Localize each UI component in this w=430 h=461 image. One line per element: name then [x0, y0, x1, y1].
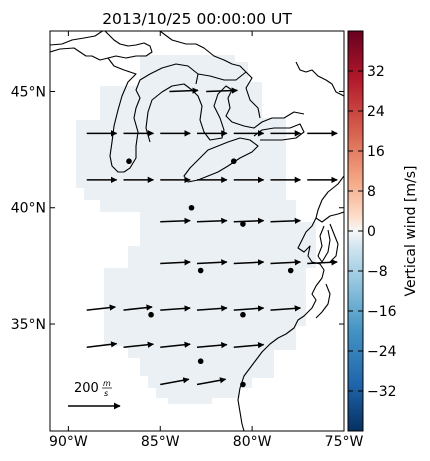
wind-vector-arrow — [233, 217, 265, 225]
lon-tick-label: 90°W — [49, 434, 88, 450]
scale-arrow-unit-num: m — [103, 379, 111, 388]
colorbar-tick-label: −32 — [367, 384, 397, 400]
northeast-coast — [315, 175, 344, 223]
station-dot — [197, 358, 204, 365]
colorbar-tick-label: 0 — [367, 224, 376, 240]
scale-arrow-value: 200 — [74, 381, 99, 396]
wind-vector-arrow — [196, 377, 227, 386]
station-markers — [126, 158, 294, 388]
station-dot — [197, 267, 204, 274]
lat-tick-label: 40°N — [11, 201, 46, 217]
station-dot — [188, 204, 195, 211]
wind-vectors — [86, 87, 338, 386]
delmarva — [329, 223, 339, 263]
wind-vector-arrow — [160, 341, 191, 349]
longitude-axis: 90°W 85°W 80°W 75°W — [49, 31, 363, 450]
wind-vector-arrow — [307, 259, 338, 266]
new-england-coast — [295, 61, 344, 97]
wind-vector-arrow — [123, 304, 153, 311]
station-dot — [230, 158, 237, 165]
lake-huron-shore — [145, 83, 305, 143]
map-title: 2013/10/25 00:00:00 UT — [102, 10, 292, 28]
map-panel — [50, 31, 344, 431]
latitude-axis: 45°N 40°N 35°N — [11, 84, 344, 333]
colorbar-tick-label: 24 — [367, 104, 385, 120]
wind-vector-arrow — [270, 305, 302, 312]
wind-vector-arrow — [160, 305, 191, 312]
lon-tick-label: 85°W — [141, 434, 180, 450]
wind-vector-arrow — [160, 259, 191, 266]
wind-vector-arrow — [233, 305, 265, 312]
colorbar-tick-label: −16 — [367, 304, 397, 320]
map-frame — [49, 30, 345, 432]
wind-vector-arrow — [86, 341, 118, 349]
lake-michigan-shore — [107, 57, 199, 173]
colorbar-tick-label: 16 — [367, 144, 385, 160]
wind-vector-arrow — [196, 342, 228, 349]
colorbar-label: Vertical wind [m/s] — [403, 166, 419, 297]
wind-vector-arrow — [123, 341, 155, 349]
wind-vector-arrow — [270, 259, 302, 266]
wind-vector-arrow — [160, 217, 191, 225]
wind-vector-arrow — [196, 305, 228, 312]
colorbar-tick-label: −24 — [367, 344, 397, 360]
colorbar-tick-label: 32 — [367, 64, 385, 80]
station-dot — [287, 267, 294, 274]
lon-tick-label: 80°W — [233, 434, 272, 450]
georgian-bay — [197, 71, 261, 119]
wind-vector-arrow — [206, 87, 239, 94]
wind-vector-arrow — [196, 259, 228, 266]
wind-vector-arrow — [160, 377, 190, 386]
outer-banks — [315, 283, 331, 319]
station-dot — [240, 221, 246, 227]
wind-vector-arrow — [86, 304, 116, 311]
colorbar: −32 −24 −16 −8 0 8 16 24 32 Vertical wind [m/s] — [347, 30, 419, 432]
wind-vector-arrow — [233, 259, 265, 266]
lake-ontario-shore — [253, 123, 305, 141]
colorbar-ticks: −32 −24 −16 −8 0 8 16 24 32 — [348, 64, 397, 400]
mid-atlantic-coast — [237, 217, 325, 431]
lon-tick-label: 75°W — [325, 434, 364, 450]
lat-tick-label: 35°N — [11, 317, 46, 333]
lake-superior-shore — [50, 31, 153, 61]
wind-vector-arrow — [169, 87, 199, 94]
wind-vector-arrow — [196, 217, 228, 225]
station-dot — [240, 311, 246, 318]
colorbar-tick-label: 8 — [367, 184, 376, 200]
canada-boundary-north — [159, 31, 247, 73]
wind-vector-arrow — [270, 217, 302, 225]
lat-tick-label: 45°N — [11, 84, 46, 100]
station-dot — [240, 381, 246, 388]
scale-arrow-unit-den: s — [104, 389, 108, 398]
station-dot — [148, 311, 154, 318]
station-dot — [126, 158, 132, 165]
coastlines — [50, 31, 344, 431]
colorbar-tick-label: −8 — [367, 264, 388, 280]
chesapeake-bay — [317, 225, 331, 263]
wind-vector-arrow — [233, 342, 265, 349]
data-domain-shading — [76, 55, 316, 404]
scale-arrow-key: 200 m s — [68, 379, 121, 410]
